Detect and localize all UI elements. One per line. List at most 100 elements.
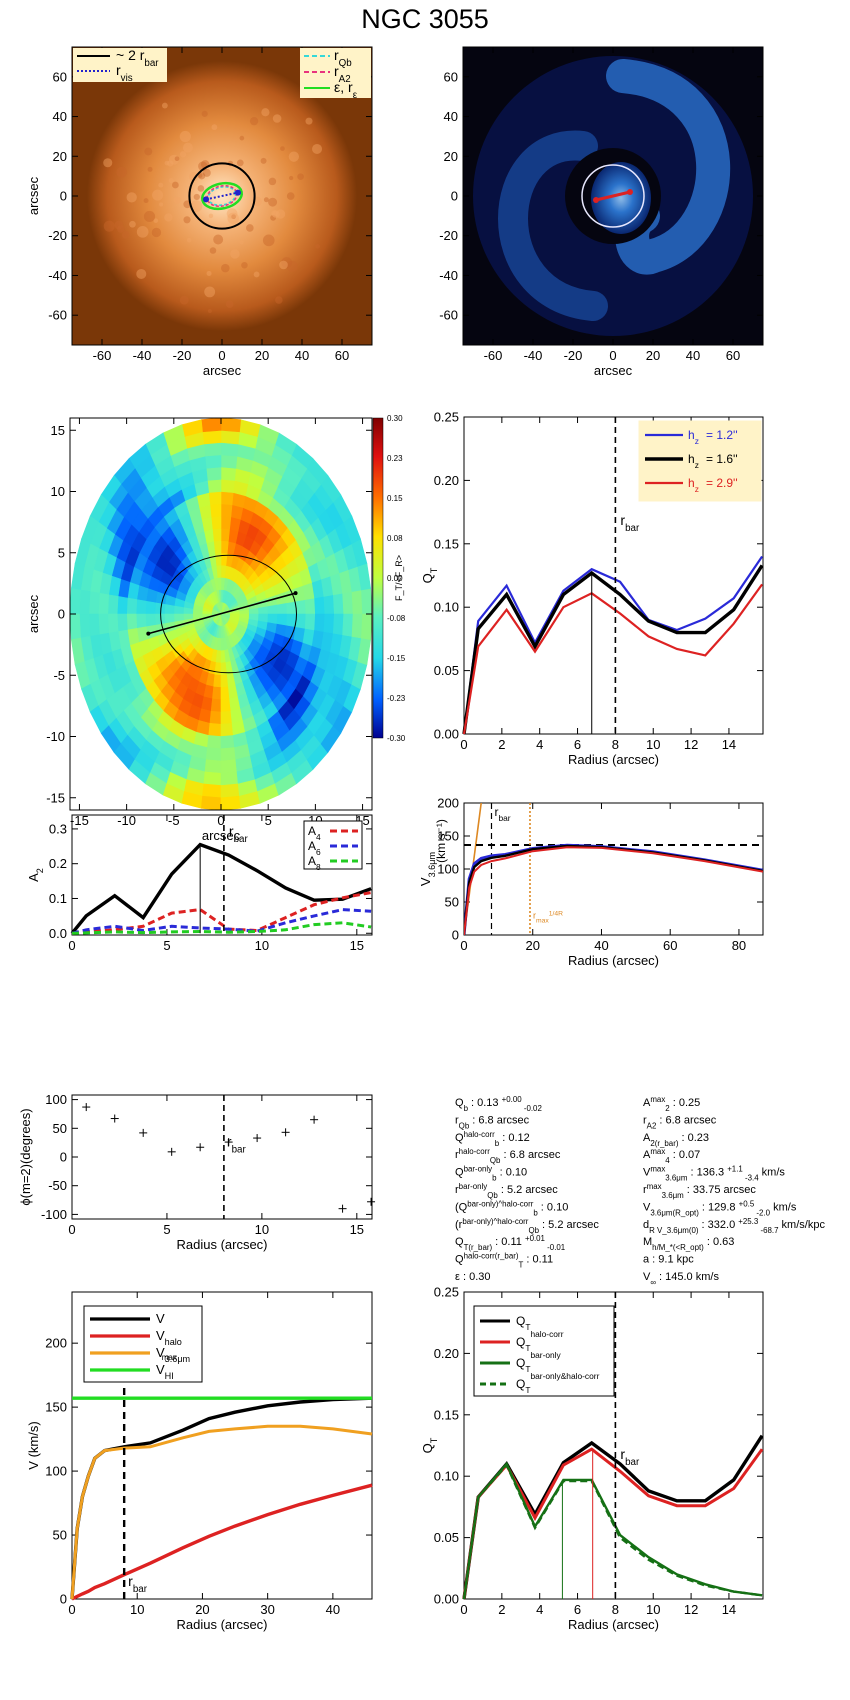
- rvis-endpoint: [203, 196, 209, 203]
- rbar-annotation: rbar: [229, 823, 249, 845]
- param-left: QT(r_bar) : 0.11 +0.01 -0.01: [455, 1234, 566, 1252]
- two-rbar-circle: [188, 162, 256, 230]
- y-tick-label: 100: [45, 1464, 67, 1479]
- param-left: Qhalo-corr(r_bar)T : 0.11: [455, 1251, 553, 1269]
- legend-label: = 1.6'': [706, 452, 738, 466]
- heatmap-cell: [220, 454, 238, 469]
- y-tick-label: -40: [439, 268, 458, 283]
- param-left: rQb : 6.8 arcsec: [455, 1114, 530, 1130]
- disk-texture-blob: [143, 198, 149, 204]
- heatmap-cell: [173, 605, 184, 615]
- heatmap-cell: [79, 613, 91, 639]
- heatmap-cell: [267, 613, 278, 624]
- heatmap-cell: [154, 613, 166, 626]
- y-tick-label: -40: [48, 268, 67, 283]
- y-tick-label: 40: [444, 109, 458, 124]
- disk-texture-blob: [249, 117, 259, 126]
- heatmap-cell: [107, 613, 119, 634]
- param-right: rA2 : 6.8 arcsec: [643, 1114, 717, 1130]
- disk-texture-blob: [168, 154, 180, 165]
- heatmap-cell: [210, 698, 222, 713]
- heatmap-cell: [205, 747, 222, 762]
- disk-texture-blob: [253, 271, 260, 278]
- heatmap-cell: [276, 602, 288, 615]
- y-tick-label: 0.1: [49, 891, 67, 906]
- x-tick-label: 20: [526, 938, 540, 953]
- x-tick-label: 0: [68, 938, 75, 953]
- heatmap-cell: [304, 613, 316, 631]
- x-tick-label: 10: [646, 1602, 660, 1617]
- colorbar: [372, 417, 384, 739]
- plot-frame: [71, 1094, 373, 1220]
- x-tick-label: 4: [536, 1602, 543, 1617]
- rbar-annotation: rbar: [227, 1134, 247, 1156]
- x-tick-label: 14: [722, 1602, 736, 1617]
- heatmap-cell: [69, 613, 81, 640]
- heatmap-cell: [220, 540, 229, 554]
- x-tick-label: 2: [498, 737, 505, 752]
- x-tick-label: 0: [68, 1602, 75, 1617]
- y-tick-label: 0.3: [49, 821, 67, 836]
- heatmap-cell: [200, 417, 222, 433]
- disk-texture-blob: [206, 270, 212, 276]
- disk-texture-blob: [312, 143, 323, 154]
- axes-fourier-amp: 0 5 10 15 0.0 0.1 0.2 0.3: [49, 814, 373, 953]
- series-line-a4: [71, 891, 372, 935]
- x-tick-label: 40: [594, 938, 608, 953]
- scatter-point: [139, 1128, 148, 1137]
- y-axis-label: arcsec: [26, 176, 41, 215]
- param-right: a : 9.1 kpc: [643, 1254, 694, 1266]
- heatmap-cell: [214, 662, 222, 676]
- y-tick-label: -20: [48, 228, 67, 243]
- disk-texture-blob: [260, 157, 267, 164]
- y-tick-label: 0.05: [434, 1530, 459, 1545]
- disk-texture-blob: [241, 261, 248, 269]
- ellipticity-ellipse: [201, 181, 243, 211]
- heatmap-cell: [220, 783, 240, 799]
- disk-texture-blob: [272, 114, 282, 123]
- legend-label: = 2.9'': [706, 476, 738, 490]
- y-axis-label: ϕ(m=2)(degrees): [18, 1108, 33, 1205]
- heatmap-cell: [97, 592, 110, 615]
- disk-texture-blob: [209, 247, 217, 254]
- series-line-a8: [71, 921, 372, 935]
- heatmap-cell: [116, 596, 128, 615]
- x-axis-label: Radius (arcsec): [568, 752, 659, 767]
- y-tick-label: 50: [53, 1528, 67, 1543]
- heatmap-cell: [203, 771, 222, 786]
- y-tick-label: 150: [437, 829, 459, 844]
- heatmap-cell: [323, 613, 335, 634]
- heatmap-cell: [88, 591, 100, 615]
- disk-texture-blob: [211, 124, 218, 131]
- heatmap-cell: [204, 759, 222, 774]
- legend-label: VHImax: [156, 1353, 177, 1381]
- legend-label: ε, rε: [334, 79, 358, 101]
- y-axis-label: arcsec: [26, 594, 41, 633]
- scatter-point: [367, 1197, 376, 1206]
- heatmap-cell: [220, 795, 242, 811]
- y-axis-label: A2: [26, 868, 45, 882]
- series-line: [464, 846, 763, 935]
- disk-texture-blob: [117, 225, 125, 233]
- heatmap-cell: [97, 613, 110, 636]
- x-tick-label: 0: [217, 813, 224, 828]
- y-tick-label: -20: [439, 228, 458, 243]
- y-tick-label: 10: [51, 484, 65, 499]
- series-line-hz29: [462, 583, 763, 735]
- param-left: rbar-onlyQb : 5.2 arcsec: [455, 1182, 558, 1200]
- heatmap-cell: [164, 604, 175, 615]
- series-line-v36m: [70, 1424, 373, 1600]
- heatmap-cell: [351, 589, 363, 615]
- bar-ellipse: [160, 554, 297, 674]
- y-tick-label: 50: [445, 895, 459, 910]
- legend-label: A4: [308, 824, 321, 842]
- y-tick-label: 0.20: [434, 473, 459, 488]
- heatmap-cell: [220, 429, 240, 445]
- x-tick-label: 10: [646, 737, 660, 752]
- disk-texture-blob: [236, 159, 244, 167]
- disk-texture-blob: [202, 168, 211, 177]
- heatmap-cell: [220, 552, 228, 566]
- disk-texture-blob: [147, 166, 153, 172]
- disk-texture-blob: [173, 196, 181, 204]
- x-tick-label: 20: [646, 348, 660, 363]
